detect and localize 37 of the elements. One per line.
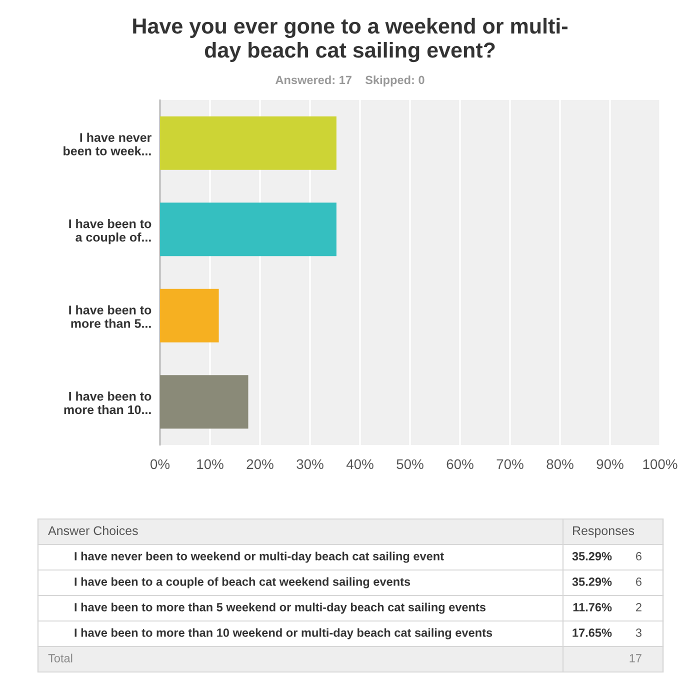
text: 35.29% [572, 552, 612, 560]
bar [160, 288, 219, 342]
text: I have never been to weekend or multi-day beach cat sailing event [74, 552, 444, 563]
text: 35.29% [572, 578, 612, 586]
chart-subtitle: Answered: 17 Skipped: 0 [276, 76, 424, 87]
bar [160, 202, 336, 256]
x-tick-label: 50% [396, 459, 424, 470]
x-tick-label: 70% [496, 459, 524, 470]
y-tick-label: I have never been to week... [64, 132, 152, 156]
x-tick-label: 10% [197, 459, 224, 470]
x-tick-label: 100% [643, 459, 678, 470]
text: I have been to a couple of beach cat weekend sailing events [74, 577, 410, 588]
x-tick-label: 60% [446, 459, 474, 470]
text: Total [48, 654, 72, 662]
x-tick-label: 90% [596, 459, 624, 470]
y-tick-label: I have been to a couple of... [69, 219, 152, 244]
y-tick-label: I have been to more than 5... [69, 305, 152, 328]
text: 6 [636, 552, 642, 560]
x-tick-label: 0% [150, 459, 170, 470]
text: I have been to more than 10 weekend or multi-day beach cat sailing events [74, 628, 492, 640]
text: I have been to more than 5 weekend or multi-day beach cat sailing events [74, 602, 486, 614]
text: 17 [630, 654, 642, 662]
text: 11.76% [573, 603, 612, 612]
text: 3 [636, 628, 642, 637]
text: 17.65% [572, 628, 612, 637]
bar [160, 116, 336, 170]
text: Answer Choices [48, 526, 138, 536]
text: 2 [636, 603, 642, 612]
y-tick-label: I have been to more than 10... [64, 392, 152, 414]
x-tick-label: 20% [246, 459, 274, 470]
x-tick-label: 40% [346, 459, 374, 470]
chart-title: Have you ever gone to a weekend or multi- day beach cat sailing event? [133, 18, 568, 62]
bar [160, 375, 248, 429]
x-tick-label: 80% [546, 459, 574, 470]
text: 6 [636, 578, 642, 586]
x-tick-label: 30% [296, 459, 324, 470]
text: Responses [573, 526, 634, 538]
